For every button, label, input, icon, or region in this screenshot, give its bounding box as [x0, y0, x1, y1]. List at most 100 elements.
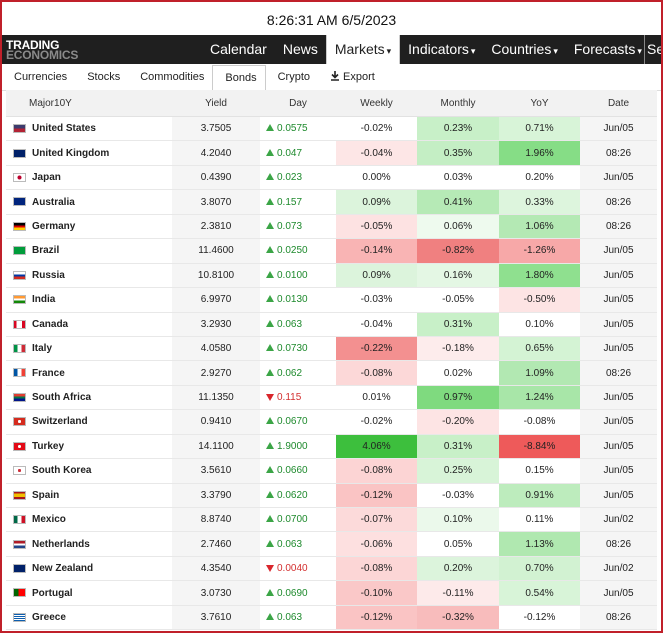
yield-value: 3.0730	[172, 580, 260, 606]
table-row[interactable]: Mexico 8.8740 0.0700 -0.07% 0.10% 0.11% Jun/02	[6, 507, 657, 533]
col-header-weekly[interactable]: Weekly	[336, 90, 417, 117]
country-name[interactable]: New Zealand	[28, 556, 172, 582]
nav-item-markets[interactable]: Markets ▾	[325, 35, 401, 64]
table-row[interactable]: Japan 0.4390 0.023 0.00% 0.03% 0.20% Jun/05	[6, 165, 657, 191]
clock-bar: 8:26:31 AM 6/5/2023	[2, 2, 661, 35]
yoy-change: 0.71%	[499, 116, 580, 142]
country-name[interactable]: Germany	[28, 214, 172, 240]
yoy-change: -0.08%	[499, 409, 580, 435]
date-value: 08:26	[580, 360, 657, 386]
monthly-change: -0.20%	[417, 409, 499, 435]
table-row[interactable]: Netherlands 2.7460 0.063 -0.06% 0.05% 1.13% 08…	[6, 531, 657, 557]
tab-bonds[interactable]: Bonds	[212, 65, 266, 92]
country-name[interactable]: France	[28, 360, 172, 386]
chevron-down-icon: ▾	[470, 46, 476, 56]
day-change: 0.0250	[260, 238, 336, 264]
flag-ca-icon	[13, 319, 26, 329]
download-icon	[331, 71, 339, 81]
country-name[interactable]: Russia	[28, 263, 172, 289]
tab-currencies[interactable]: Currencies	[14, 71, 68, 83]
col-header-yoy[interactable]: YoY	[499, 90, 580, 117]
nav-item-calendar[interactable]: Calendar	[202, 35, 275, 64]
up-arrow-icon	[266, 612, 274, 620]
day-change: 0.047	[260, 140, 336, 166]
table-row[interactable]: New Zealand 4.3540 0.0040 -0.08% 0.20% 0.70% J…	[6, 556, 657, 582]
table-row[interactable]: Italy 4.0580 0.0730 -0.22% -0.18% 0.65% Jun/05	[6, 336, 657, 362]
flag-gr-icon	[13, 612, 26, 622]
country-name[interactable]: South Africa	[28, 385, 172, 411]
monthly-change: 0.20%	[417, 556, 499, 582]
table-header-row: Major10Y Yield Day Weekly Monthly YoY Da…	[6, 90, 657, 117]
up-arrow-icon	[266, 319, 274, 327]
table-row[interactable]: United States 3.7505 0.0575 -0.02% 0.23% 0.71…	[6, 116, 657, 142]
nav-item-news[interactable]: News	[275, 35, 326, 64]
table-row[interactable]: Switzerland 0.9410 0.0670 -0.02% -0.20% -0.08…	[6, 409, 657, 435]
weekly-change: 0.09%	[336, 189, 417, 215]
col-header-name[interactable]: Major10Y	[28, 90, 172, 117]
table-row[interactable]: South Africa 11.1350 0.115 0.01% 0.97% 1.24% J…	[6, 385, 657, 411]
weekly-change: 4.06%	[336, 434, 417, 460]
country-name[interactable]: Australia	[28, 189, 172, 215]
country-name[interactable]: Turkey	[28, 434, 172, 460]
tab-stocks[interactable]: Stocks	[87, 71, 121, 83]
col-header-day[interactable]: Day	[260, 90, 336, 117]
export-button[interactable]: Export	[318, 64, 383, 90]
country-name[interactable]: Brazil	[28, 238, 172, 264]
table-row[interactable]: Canada 3.2930 0.063 -0.04% 0.31% 0.10% Jun/05	[6, 312, 657, 337]
monthly-change: 0.23%	[417, 116, 499, 142]
trading-economics-logo[interactable]: TRADING ECONOMICS	[6, 39, 78, 61]
country-name[interactable]: Greece	[28, 605, 172, 631]
weekly-change: 0.09%	[336, 263, 417, 289]
country-name[interactable]: Portugal	[28, 580, 172, 606]
nav-search[interactable]: Se	[644, 35, 661, 64]
country-name[interactable]: Mexico	[28, 507, 172, 533]
yoy-change: 1.24%	[499, 385, 580, 411]
col-header-yield[interactable]: Yield	[172, 90, 260, 117]
yield-value: 3.7505	[172, 116, 260, 142]
country-name[interactable]: Netherlands	[28, 531, 172, 557]
day-change-value: 0.0100	[277, 269, 308, 281]
flag-it-icon	[13, 344, 26, 354]
country-name[interactable]: Canada	[28, 312, 172, 337]
country-name[interactable]: South Korea	[28, 458, 172, 484]
table-row[interactable]: Portugal 3.0730 0.0690 -0.10% -0.11% 0.54% Jun…	[6, 580, 657, 606]
flag-kr-icon	[13, 466, 26, 476]
tab-crypto[interactable]: Crypto	[277, 71, 310, 83]
country-name[interactable]: Spain	[28, 483, 172, 509]
day-change: 0.0670	[260, 409, 336, 435]
yield-value: 3.3790	[172, 483, 260, 509]
monthly-change: 0.31%	[417, 434, 499, 460]
country-name[interactable]: Switzerland	[28, 409, 172, 435]
up-arrow-icon	[266, 246, 274, 254]
country-name[interactable]: India	[28, 287, 172, 313]
monthly-change: 0.35%	[417, 140, 499, 166]
country-name[interactable]: Japan	[28, 165, 172, 191]
nav-item-countries[interactable]: Countries ▾	[483, 35, 565, 64]
nav-item-forecasts[interactable]: Forecasts ▾	[566, 35, 650, 64]
country-name[interactable]: United Kingdom	[28, 140, 172, 166]
col-header-monthly[interactable]: Monthly	[417, 90, 499, 117]
yoy-change: -0.12%	[499, 605, 580, 631]
table-row[interactable]: Spain 3.3790 0.0620 -0.12% -0.03% 0.91% Jun/05	[6, 483, 657, 509]
table-row[interactable]: Turkey 14.1100 1.9000 4.06% 0.31% -8.84% Jun/0…	[6, 434, 657, 460]
monthly-change: -0.05%	[417, 287, 499, 313]
table-row[interactable]: Germany 2.3810 0.073 -0.05% 0.06% 1.06% 08:26	[6, 214, 657, 240]
table-row[interactable]: Russia 10.8100 0.0100 0.09% 0.16% 1.80% Jun/05	[6, 263, 657, 289]
tab-commodities[interactable]: Commodities	[140, 71, 205, 83]
day-change: 1.9000	[260, 434, 336, 460]
table-row[interactable]: South Korea 3.5610 0.0660 -0.08% 0.25% 0.15% J…	[6, 458, 657, 484]
col-header-date[interactable]: Date	[580, 90, 657, 117]
nav-item-indicators[interactable]: Indicators ▾	[400, 35, 483, 64]
table-row[interactable]: Greece 3.7610 0.063 -0.12% -0.32% -0.12% 08:26	[6, 605, 657, 631]
table-row[interactable]: France 2.9270 0.062 -0.08% 0.02% 1.09% 08:26	[6, 360, 657, 386]
monthly-change: -0.11%	[417, 580, 499, 606]
monthly-change: 0.41%	[417, 189, 499, 215]
table-row[interactable]: United Kingdom 4.2040 0.047 -0.04% 0.35% 1.96…	[6, 140, 657, 166]
table-row[interactable]: Brazil 11.4600 0.0250 -0.14% -0.82% -1.26% Jun…	[6, 238, 657, 264]
table-row[interactable]: India 6.9970 0.0130 -0.03% -0.05% -0.50% Jun/0…	[6, 287, 657, 313]
up-arrow-icon	[266, 588, 274, 596]
chevron-down-icon: ▾	[386, 46, 392, 56]
country-name[interactable]: Italy	[28, 336, 172, 362]
country-name[interactable]: United States	[28, 116, 172, 142]
table-row[interactable]: Australia 3.8070 0.157 0.09% 0.41% 0.33% 08:26	[6, 189, 657, 215]
